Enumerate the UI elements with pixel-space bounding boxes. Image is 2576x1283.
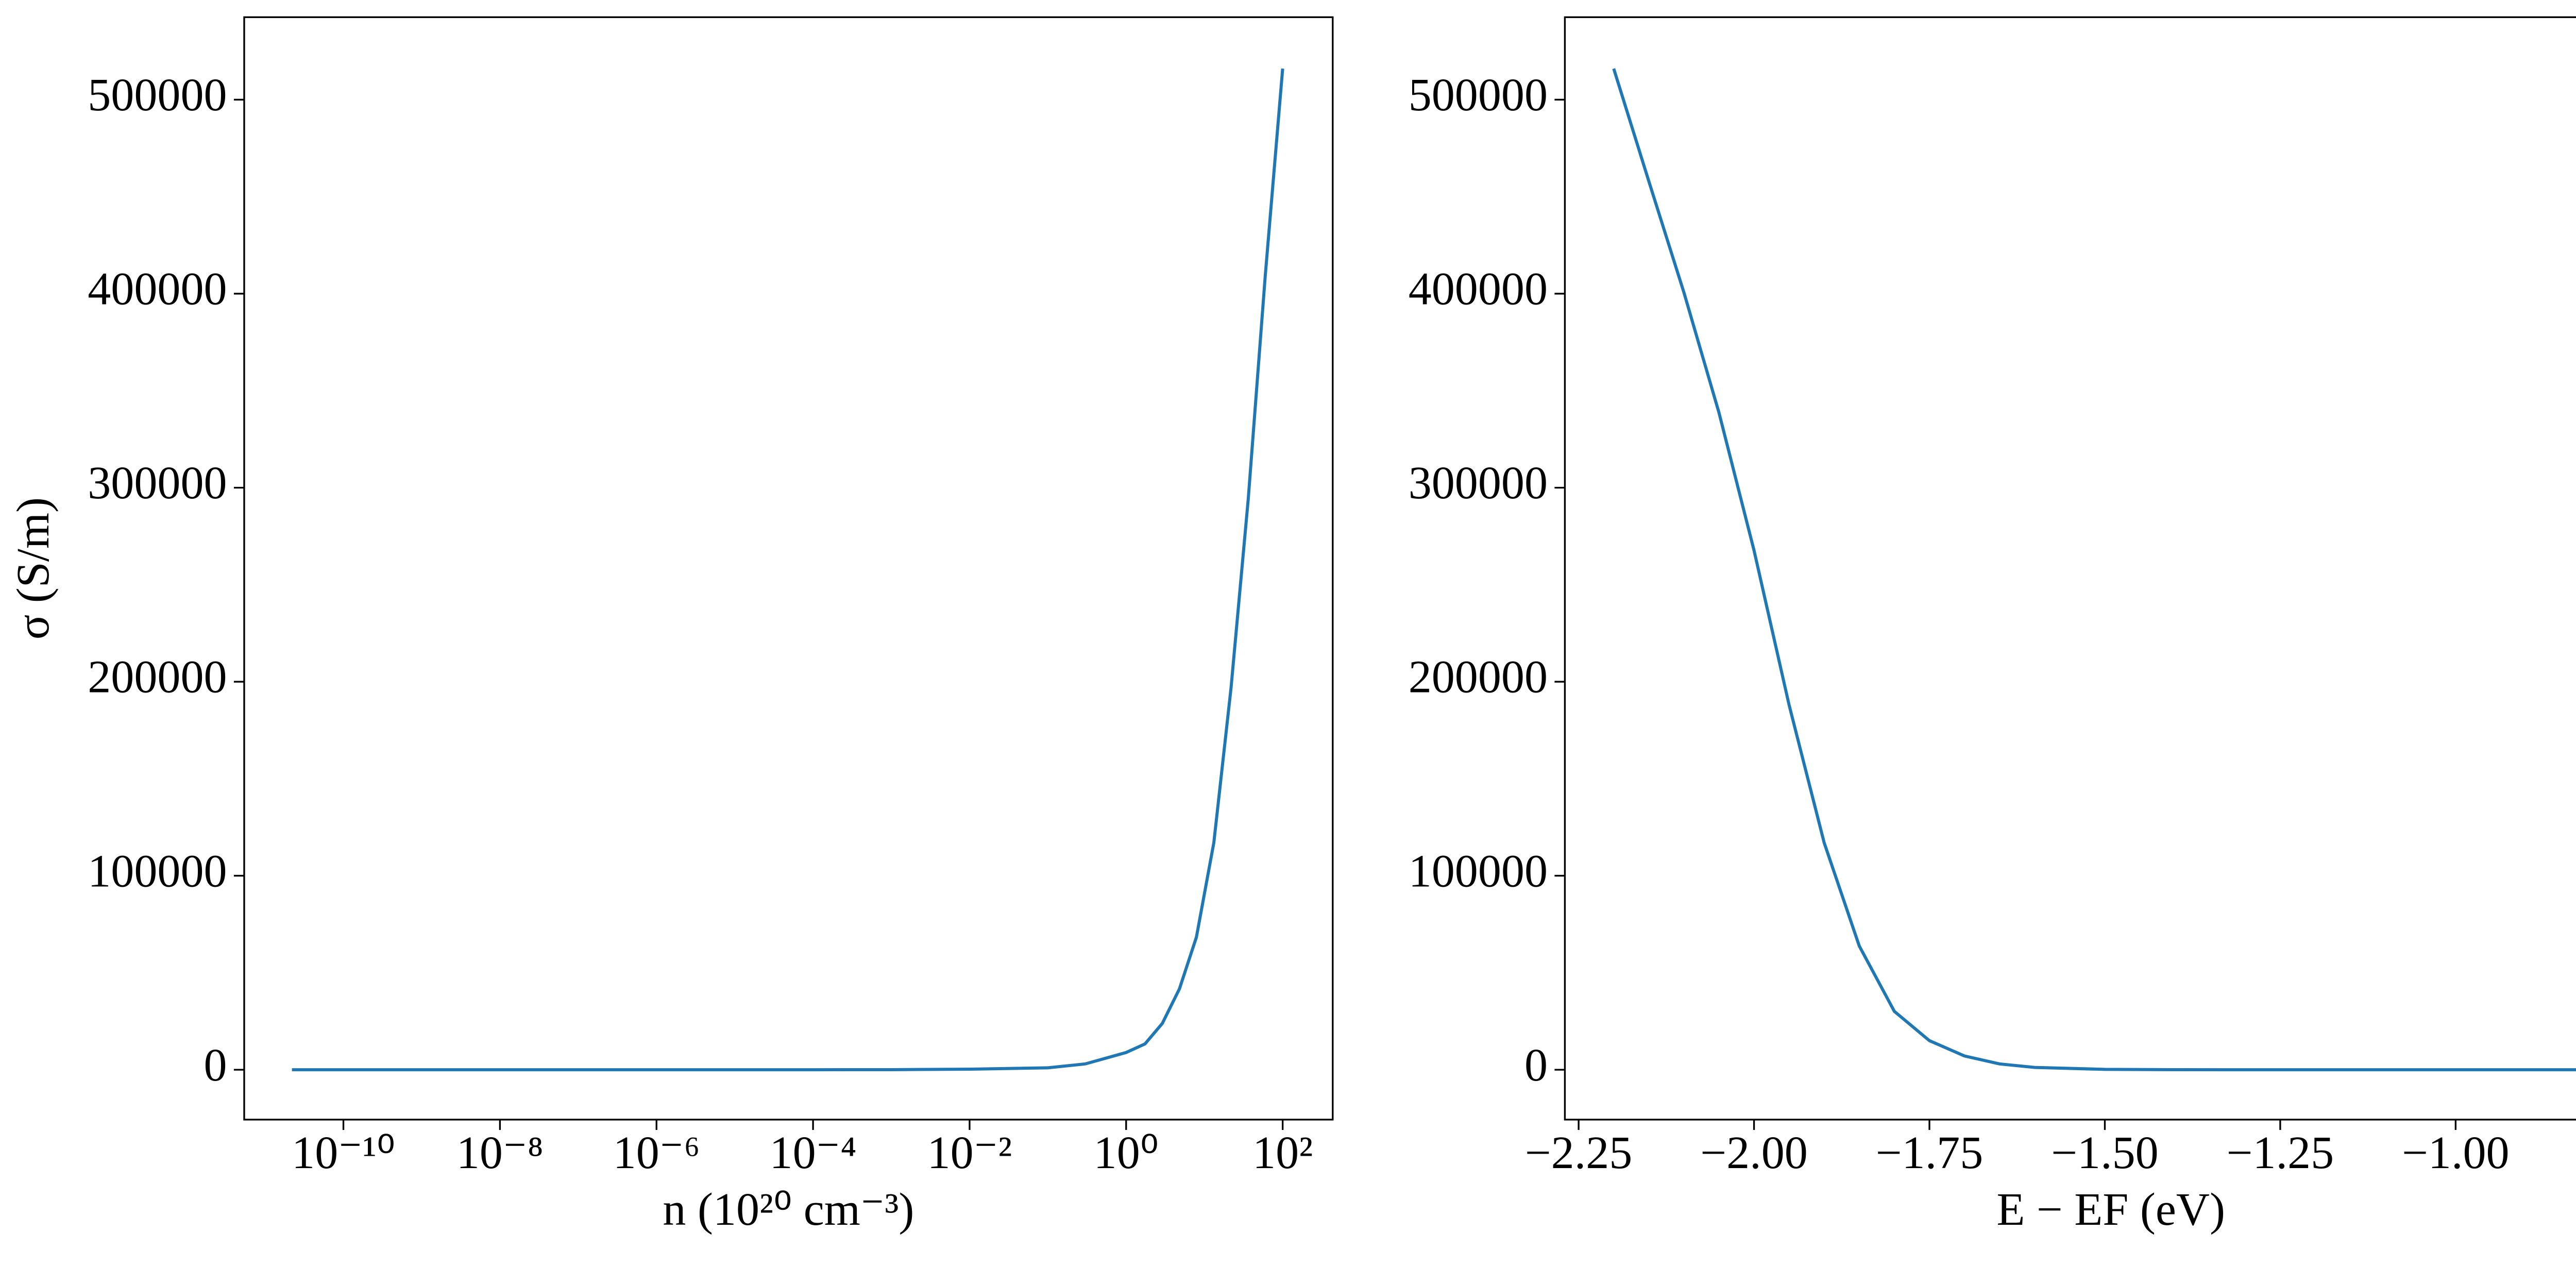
y-tick-label: 100000 [1409, 846, 1548, 897]
y-tick-label: 100000 [88, 846, 227, 897]
y-tick-label: 300000 [88, 458, 227, 509]
x-tick-label: −1.25 [2227, 1127, 2334, 1178]
x-tick-label: 10⁻¹⁰ [292, 1127, 395, 1178]
x-tick-label: −2.25 [1525, 1127, 1633, 1178]
data-line [1612, 68, 2576, 1072]
x-tick-label: 10⁻⁴ [770, 1127, 857, 1178]
x-tick-label: −1.75 [1876, 1127, 1984, 1178]
y-tick-label: 400000 [1409, 264, 1548, 315]
y-tick-label: 400000 [88, 264, 227, 315]
x-tick-label: −2.00 [1700, 1127, 1808, 1178]
plot-frame [1564, 16, 2576, 1121]
plot-frame [243, 16, 1334, 1121]
y-tick-label: 500000 [1409, 70, 1548, 121]
y-tick-label: 0 [1524, 1040, 1548, 1091]
x-tick-label: 10⁰ [1094, 1127, 1159, 1178]
x-tick-label: 10⁻² [927, 1127, 1012, 1178]
x-tick-label: 10⁻⁶ [613, 1127, 700, 1178]
x-tick-label: 10⁻⁸ [456, 1127, 544, 1178]
x-axis-label: E − EF (eV) [1996, 1184, 2225, 1235]
y-tick-label: 500000 [88, 70, 227, 121]
x-tick-label: 10² [1252, 1127, 1313, 1178]
y-tick-label: 200000 [1409, 652, 1548, 703]
data-line [292, 68, 1284, 1072]
y-tick-label: 300000 [1409, 458, 1548, 509]
y-tick-label: 0 [204, 1040, 227, 1091]
y-tick-label: 200000 [88, 652, 227, 703]
x-tick-label: −1.50 [2051, 1127, 2159, 1178]
x-tick-label: −1.00 [2402, 1127, 2510, 1178]
x-axis-label: n (10²⁰ cm⁻³) [663, 1184, 914, 1235]
y-axis-label: σ (S/m) [8, 497, 59, 639]
